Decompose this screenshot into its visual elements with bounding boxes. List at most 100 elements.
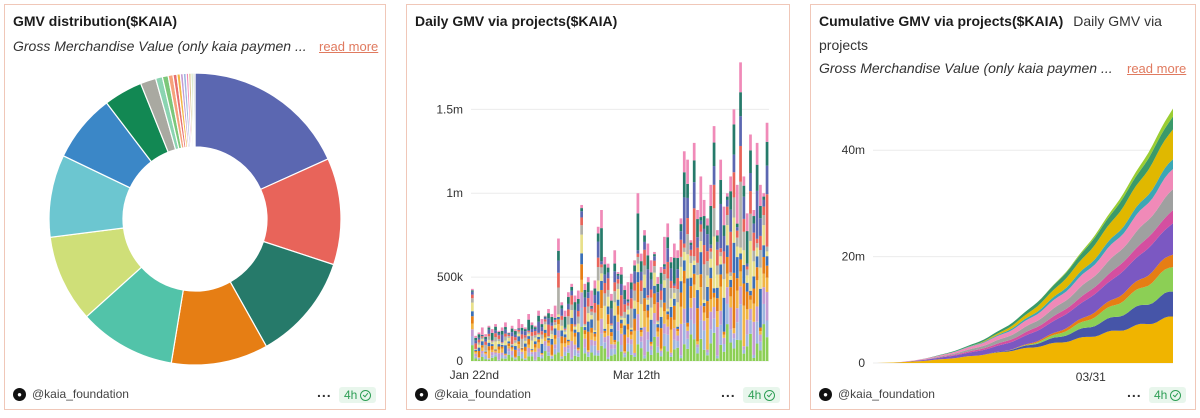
bar-stack-20[interactable]: [537, 310, 540, 361]
bar-stack-3[interactable]: [480, 327, 484, 361]
area-series-2[interactable]: [873, 267, 1173, 363]
bar-stack-40[interactable]: [603, 256, 607, 361]
bar-stack-35[interactable]: [586, 277, 590, 361]
bar-stack-41[interactable]: [606, 263, 610, 361]
bar-stack-2[interactable]: [477, 332, 481, 361]
area-series-7[interactable]: [873, 169, 1173, 363]
bar-stack-18[interactable]: [530, 322, 534, 361]
bar-stack-30[interactable]: [570, 283, 574, 361]
bar-stack-72[interactable]: [709, 184, 713, 361]
bar-stack-31[interactable]: [573, 295, 577, 361]
bar-stack-4[interactable]: [484, 334, 487, 361]
bar-stack-59[interactable]: [666, 223, 670, 361]
bar-stack-15[interactable]: [520, 324, 524, 361]
bar-stack-34[interactable]: [583, 283, 587, 361]
bar-stack-16[interactable]: [523, 327, 527, 361]
bar-stack-37[interactable]: [593, 280, 597, 361]
bar-stack-82[interactable]: [742, 176, 746, 361]
bar-stack-80[interactable]: [735, 184, 739, 361]
bar-stack-78[interactable]: [729, 176, 732, 361]
more-options-button[interactable]: ...: [721, 384, 736, 400]
bar-stack-84[interactable]: [749, 134, 752, 362]
bar-stack-13[interactable]: [514, 329, 517, 361]
avatar[interactable]: ●: [819, 387, 832, 401]
more-options-button[interactable]: ...: [317, 384, 332, 400]
author-name[interactable]: @kaia_foundation: [32, 387, 129, 401]
bar-stack-49[interactable]: [633, 260, 636, 361]
bar-stack-86[interactable]: [755, 142, 759, 361]
read-more-link[interactable]: read more: [1127, 61, 1187, 76]
bar-stack-22[interactable]: [543, 315, 547, 361]
bar-stack-71[interactable]: [706, 218, 709, 361]
bar-stack-60[interactable]: [669, 256, 673, 361]
bar-stack-42[interactable]: [610, 293, 613, 361]
pie-slice-20[interactable]: [192, 72, 196, 148]
bar-stack-67[interactable]: [692, 142, 696, 361]
more-options-button[interactable]: ...: [1127, 384, 1142, 400]
bar-stack-75[interactable]: [719, 159, 723, 361]
bar-stack-48[interactable]: [629, 273, 633, 361]
bar-stack-83[interactable]: [745, 213, 749, 361]
area-series-4[interactable]: [873, 223, 1173, 363]
bar-stack-44[interactable]: [616, 272, 620, 361]
bar-stack-6[interactable]: [490, 329, 494, 361]
bar-stack-38[interactable]: [596, 226, 600, 361]
bar-stack-69[interactable]: [699, 176, 703, 361]
bar-stack-43[interactable]: [613, 250, 617, 361]
bar-stack-24[interactable]: [550, 314, 554, 361]
bar-stack-81[interactable]: [739, 62, 742, 361]
bar-stack-45[interactable]: [620, 267, 623, 361]
bar-stack-36[interactable]: [590, 290, 593, 361]
bar-stack-65[interactable]: [686, 159, 689, 361]
bar-stack-57[interactable]: [659, 267, 663, 361]
bar-stack-63[interactable]: [679, 218, 683, 361]
bar-stack-47[interactable]: [626, 282, 630, 361]
bar-stack-52[interactable]: [643, 230, 646, 361]
bar-stack-88[interactable]: [762, 193, 766, 361]
bar-stack-26[interactable]: [557, 238, 560, 361]
bar-stack-70[interactable]: [702, 199, 706, 361]
bar-stack-17[interactable]: [527, 314, 531, 361]
area-series-1[interactable]: [873, 291, 1173, 363]
bar-stack-39[interactable]: [600, 210, 603, 361]
bar-stack-50[interactable]: [636, 193, 640, 361]
bar-stack-74[interactable]: [716, 230, 719, 361]
bar-stack-29[interactable]: [567, 292, 570, 361]
bar-stack-23[interactable]: [547, 308, 550, 361]
avatar[interactable]: ●: [415, 387, 428, 401]
area-series-8[interactable]: [873, 159, 1173, 363]
bar-stack-19[interactable]: [533, 325, 537, 361]
bar-stack-76[interactable]: [722, 206, 726, 361]
bar-stack-73[interactable]: [712, 126, 716, 361]
bar-stack-27[interactable]: [560, 302, 564, 361]
bar-stack-61[interactable]: [672, 243, 676, 361]
author-name[interactable]: @kaia_foundation: [838, 387, 935, 401]
bar-stack-33[interactable]: [580, 204, 583, 361]
bar-stack-12[interactable]: [510, 325, 514, 361]
bar-stack-58[interactable]: [663, 236, 666, 361]
bar-stack-79[interactable]: [732, 109, 736, 361]
bar-stack-8[interactable]: [497, 330, 501, 361]
bar-stack-32[interactable]: [576, 290, 580, 361]
bar-stack-85[interactable]: [752, 210, 756, 361]
bar-stack-10[interactable]: [504, 322, 507, 361]
bar-stack-21[interactable]: [540, 319, 544, 361]
bar-stack-77[interactable]: [725, 193, 729, 361]
bar-stack-68[interactable]: [696, 210, 699, 361]
bar-stack-11[interactable]: [507, 332, 511, 361]
bar-stack-0[interactable]: [471, 288, 474, 361]
bar-stack-5[interactable]: [487, 325, 491, 361]
pie-slice-0[interactable]: [194, 72, 329, 191]
bar-stack-14[interactable]: [517, 319, 521, 361]
bar-stack-64[interactable]: [682, 151, 686, 361]
author-name[interactable]: @kaia_foundation: [434, 387, 531, 401]
read-more-link[interactable]: read more: [319, 39, 379, 54]
bar-stack-53[interactable]: [646, 243, 650, 361]
bar-stack-62[interactable]: [676, 250, 680, 361]
bar-stack-9[interactable]: [500, 327, 504, 361]
bar-stack-7[interactable]: [494, 324, 497, 361]
bar-stack-56[interactable]: [656, 277, 660, 361]
bar-stack-87[interactable]: [759, 184, 762, 361]
area-series-0[interactable]: [873, 316, 1173, 363]
bar-stack-25[interactable]: [553, 305, 557, 361]
